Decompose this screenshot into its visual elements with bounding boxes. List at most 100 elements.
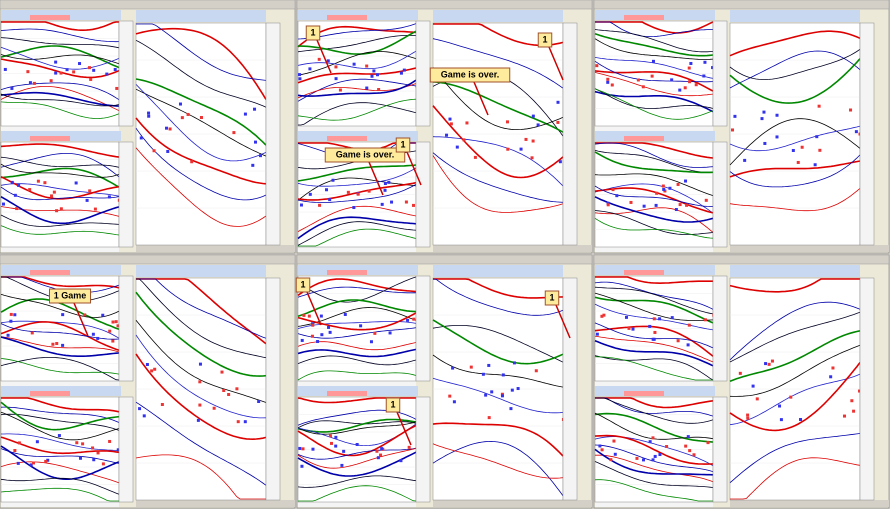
signal-marker [635, 456, 639, 460]
indicator-line [729, 433, 861, 484]
indicator-line [297, 221, 417, 246]
time-axis [595, 502, 713, 507]
annotation-text: Game is over. [441, 69, 500, 79]
indicator-line [730, 457, 861, 500]
signal-marker [746, 416, 750, 420]
signal-marker [198, 362, 202, 366]
indicator-line [0, 448, 120, 464]
price-axis [712, 275, 728, 382]
indicator-line [0, 214, 120, 227]
signal-marker [687, 66, 691, 70]
signal-marker [778, 404, 782, 408]
indicator-line [432, 278, 564, 316]
signal-marker [501, 373, 505, 377]
signal-marker [328, 434, 332, 438]
signal-marker [387, 180, 391, 184]
annotation-arrow [368, 161, 384, 196]
indicator-line [594, 196, 714, 223]
signal-marker [299, 203, 303, 207]
price-axis [562, 277, 578, 501]
signal-marker [791, 148, 795, 152]
chart-header-alert [327, 270, 367, 275]
signal-marker [300, 464, 304, 468]
signal-marker [600, 448, 604, 452]
signal-marker [372, 69, 376, 73]
signal-marker [10, 86, 14, 90]
indicator-line [0, 487, 119, 502]
signal-marker [849, 108, 853, 112]
indicator-line [0, 225, 120, 236]
signal-marker [17, 441, 21, 445]
signal-marker [328, 198, 332, 202]
toolbar [296, 0, 593, 10]
indicator-line [0, 91, 120, 107]
signal-marker [31, 461, 35, 465]
signal-marker [688, 449, 692, 453]
signal-marker [356, 192, 360, 196]
signal-marker [375, 73, 379, 77]
signal-marker [641, 85, 645, 89]
indicator-line [432, 152, 564, 203]
signal-marker [101, 313, 105, 317]
indicator-line [297, 67, 417, 84]
signal-marker [108, 329, 112, 333]
indicator-line [136, 278, 267, 339]
signal-marker [407, 445, 411, 449]
signal-marker [516, 387, 520, 391]
indicator-line [0, 186, 120, 201]
time-axis [595, 126, 713, 131]
chart-header [730, 10, 860, 22]
price-axis [265, 22, 281, 246]
indicator-line [594, 356, 713, 381]
indicator-line [297, 164, 417, 182]
signal-marker [651, 337, 655, 341]
indicator-line [729, 188, 861, 212]
signal-marker [365, 86, 369, 90]
annotation-text: 1 [400, 139, 405, 149]
indicator-line [594, 286, 714, 315]
signal-marker [854, 130, 858, 134]
status-bar [730, 500, 889, 507]
signal-marker [298, 446, 302, 450]
signal-marker [510, 388, 514, 392]
indicator-line [298, 30, 417, 55]
indicator-line [594, 281, 714, 310]
signal-marker [702, 74, 706, 78]
signal-marker [751, 384, 755, 388]
signal-marker [685, 203, 689, 207]
signal-marker [404, 200, 408, 204]
signal-marker [779, 418, 783, 422]
signal-marker [383, 188, 387, 192]
signal-marker [92, 68, 96, 72]
chart-header [730, 265, 860, 277]
chart-header-alert [30, 391, 70, 396]
signal-marker [796, 160, 800, 164]
signal-marker [59, 71, 63, 75]
indicator-line [1, 433, 120, 451]
signal-marker [598, 444, 602, 448]
chart-header-alert [30, 270, 70, 275]
signal-marker [115, 86, 119, 90]
signal-marker [406, 318, 410, 322]
signal-marker [661, 184, 665, 188]
indicator-line [595, 397, 714, 409]
indicator-line [0, 411, 120, 441]
signal-marker [655, 191, 659, 195]
signal-marker [319, 314, 323, 318]
chart-header-alert [624, 270, 664, 275]
indicator-line [432, 81, 564, 133]
signal-marker [606, 203, 610, 207]
signal-marker [674, 208, 678, 212]
signal-marker [411, 203, 415, 207]
signal-marker [1, 202, 5, 206]
signal-marker [636, 78, 640, 82]
indicator-line [595, 21, 714, 37]
signal-marker [512, 361, 516, 365]
signal-marker [92, 458, 96, 462]
indicator-line [432, 319, 564, 365]
signal-marker [346, 190, 350, 194]
indicator-line [135, 291, 267, 377]
signal-marker [105, 72, 109, 76]
signal-marker [704, 198, 708, 202]
signal-marker [519, 147, 523, 151]
